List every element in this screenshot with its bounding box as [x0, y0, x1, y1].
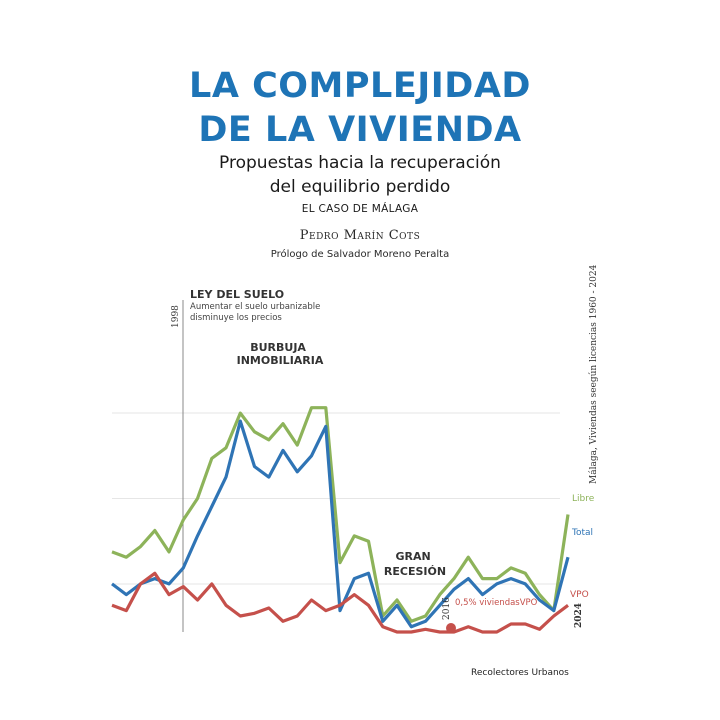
ley-del-suelo-note: Aumentar el suelo urbanizable disminuye … — [190, 302, 323, 323]
year-1998-label: 1998 — [171, 305, 181, 328]
vpo-share-note: 0,5% viviendasVPO — [455, 598, 538, 608]
gran-recesion-label: GRAN RECESIÓN — [384, 550, 446, 578]
series-line-libre — [111, 406, 570, 623]
legend-libre: Libre — [572, 494, 595, 504]
title-line-2: DE LA VIVIENDA — [198, 110, 522, 150]
chart-grid — [112, 412, 560, 585]
ley-del-suelo-label: LEY DEL SUELO — [190, 288, 284, 301]
publisher-name: Recolectores Urbanos — [471, 668, 569, 678]
case-label: EL CASO DE MÁLAGA — [301, 203, 419, 215]
legend-vpo: VPO — [570, 590, 589, 600]
legend-total: Total — [571, 528, 593, 538]
prologue-credit: Prólogo de Salvador Moreno Peralta — [270, 249, 450, 260]
vpo-2016-marker — [446, 623, 456, 633]
subtitle-line-2: del equilibrio perdido — [269, 177, 451, 197]
chart-series — [111, 406, 570, 634]
series-line-total — [111, 419, 570, 629]
year-2024-label: 2024 — [574, 603, 584, 628]
burbuja-label: BURBUJA INMOBILIARIA — [237, 341, 324, 367]
chart-title: Málaga, Viviendas seegún licencias 1960 … — [588, 264, 599, 484]
series-line-vpo — [111, 571, 569, 634]
year-2016-label: 2016 — [442, 597, 452, 620]
subtitle-line-1: Propuestas hacia la recuperación — [219, 153, 501, 173]
title-line-1: LA COMPLEJIDAD — [189, 66, 531, 106]
author-name: Pedro Marín Cots — [299, 228, 421, 243]
